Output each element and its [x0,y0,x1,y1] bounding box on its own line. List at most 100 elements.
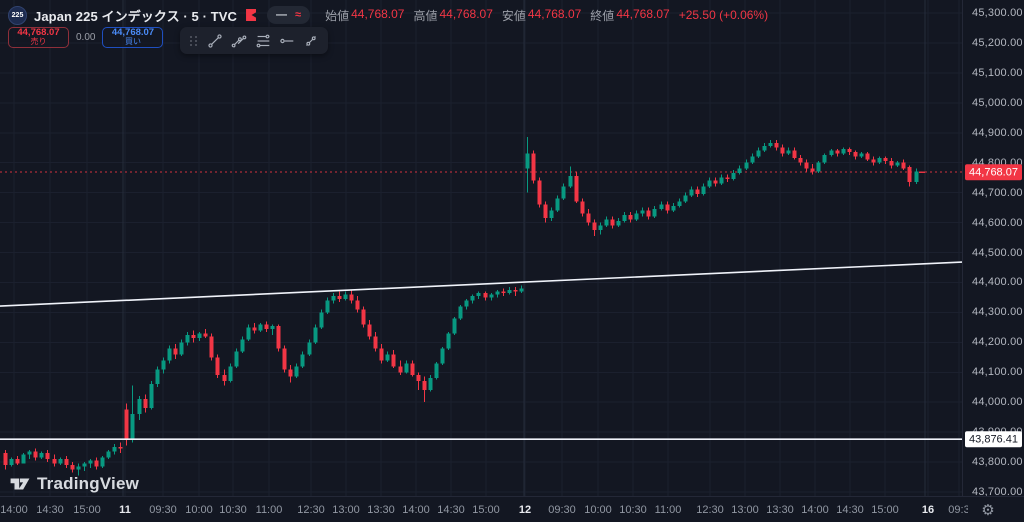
fib-retracement-icon[interactable] [251,29,275,53]
symbol-title[interactable]: Japan 225 インデックス · 5 · TVC [34,8,238,24]
price-axis[interactable]: 45,300.00 45,200.00 45,100.00 45,000.00 44,9… [962,0,1024,498]
nikkei-225-logo: 225 [8,5,27,25]
candle-body [9,459,14,466]
candle-body [671,206,676,211]
market-status-icon [246,9,257,21]
candle-body [434,363,439,379]
price-tick-label: 45,200.00 [972,36,1023,49]
candle-body [82,463,87,467]
time-tick-label: 09:30 [548,504,576,516]
price-tick-label: 45,000.00 [972,96,1023,109]
candle-body [883,158,888,162]
candle-body [871,159,876,163]
wave-icon[interactable]: ≈ [295,9,302,21]
close-value: 44,768.07 [616,6,670,21]
time-tick-label: 10:00 [584,504,612,516]
candle-body [804,162,809,169]
price-tick-label: 43,800.00 [972,456,1023,469]
candle-body [440,348,445,364]
candle-body [768,143,773,147]
candle-body [222,375,227,382]
candle-body [786,150,791,154]
candle-body [774,143,779,148]
candle-body [94,460,99,467]
time-tick-label: 13:30 [367,504,395,516]
buy-price: 44,768.07 [111,27,155,39]
price-tick-label: 43,700.00 [972,486,1023,498]
candle-body [464,300,469,307]
candle-body [209,336,214,358]
candle-body [228,366,233,382]
drawing-toolbar [180,27,329,54]
candle-body [325,300,330,313]
candle-body [313,327,318,343]
candle-body [264,324,269,329]
horizontal-ray-icon[interactable] [275,29,299,53]
time-tick-label: 11:00 [654,504,682,516]
candle-body [835,150,840,154]
time-tick-label: 10:30 [219,504,247,516]
candle-body [258,324,263,331]
candle-body [568,176,573,187]
price-tick-label: 44,300.00 [972,306,1023,319]
parallel-channel-icon[interactable] [227,29,251,53]
candle-body [15,459,20,464]
price-tick-label: 44,100.00 [972,366,1023,379]
candle-body [76,466,81,470]
trend-line-icon[interactable] [203,29,227,53]
candle-body [744,162,749,169]
candle-body [143,399,148,409]
time-axis[interactable]: 14:00 14:30 15:00 11 09:30 10:00 10:30 11:00 12:… [0,496,1024,522]
candle-body [731,173,736,180]
candle-body [695,189,700,195]
candle-body [592,222,597,231]
tradingview-logo [10,478,30,490]
sell-button[interactable]: 44,768.07 売り [8,27,69,48]
gear-icon[interactable]: ⚙ [981,502,995,519]
candle-body [246,327,251,340]
price-tick-label: 44,500.00 [972,246,1023,259]
candle-body [137,399,142,415]
time-tick-label: 15:00 [73,504,101,516]
low-value: 44,768.07 [527,6,582,21]
candle-body [185,334,190,343]
candle-body [865,153,870,160]
candle-body [100,457,105,467]
candle-body [501,291,506,293]
info-line-icon[interactable] [299,29,323,53]
candle-body [628,215,633,220]
candle-body [895,162,900,166]
candle-body [622,215,627,222]
candle-body [337,295,342,299]
candle-body [428,378,433,391]
candle-body [914,171,919,183]
buy-button[interactable]: 44,768.07 買い [102,27,164,48]
candle-body [130,414,135,440]
high-value: 44,768.07 [439,6,493,21]
price-tick-label: 44,400.00 [972,276,1023,289]
candle-body [446,333,451,349]
candle-body [889,161,894,166]
candle-body [27,451,32,455]
candle-body [404,363,409,373]
drag-handle-icon[interactable] [185,35,203,46]
candle-body [586,213,591,223]
candle-body [519,288,524,292]
candle-body [45,453,50,460]
candle-body [373,336,378,349]
candle-body [410,363,415,376]
candle-body [88,460,93,464]
candle-body [294,366,299,377]
high-label: 高値 [413,8,438,23]
candle-body [489,294,494,298]
low-label: 安値 [501,8,526,23]
trend-line-drawing[interactable] [0,261,962,307]
series-toggle-pill[interactable]: — ≈ [267,6,311,24]
candle-body [859,153,864,157]
candle-body [725,177,730,180]
candlestick-chart[interactable] [0,0,962,496]
minus-icon[interactable]: — [276,9,288,21]
candle-body [652,209,657,217]
candle-body [901,162,906,169]
